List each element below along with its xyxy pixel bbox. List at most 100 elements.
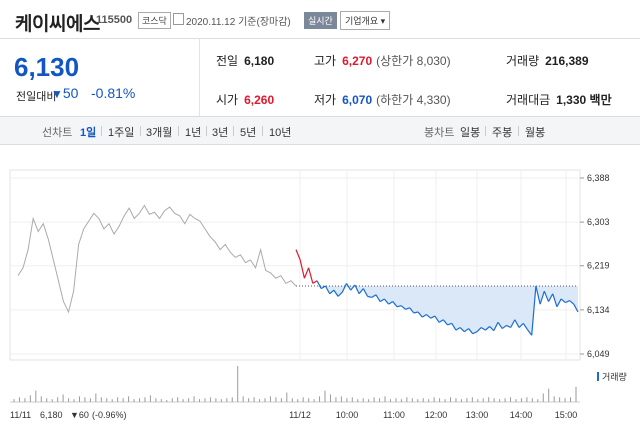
today-line-segment bbox=[383, 298, 390, 305]
today-line-segment bbox=[459, 327, 465, 333]
today-line-segment bbox=[316, 280, 322, 289]
line-chart-label: 선차트 bbox=[42, 127, 73, 139]
chart-tabs: 선차트 1일 1주일 3개월 1년 3년 5년 10년 봉차트 일봉 주봉 월봉 bbox=[0, 117, 640, 145]
price-summary: 6,130 전일대비 ▼50 -0.81% 전일 6,180 고가 6,270 (상한… bbox=[0, 38, 640, 117]
today-line-segment bbox=[333, 289, 339, 297]
today-line-segment bbox=[303, 267, 310, 279]
y-tick-label: 6,303 bbox=[587, 217, 610, 227]
down-triangle-icon: ▼ bbox=[51, 87, 63, 101]
today-line-segment bbox=[375, 294, 381, 302]
change-value: ▼50 bbox=[51, 85, 79, 101]
today-line-segment bbox=[405, 307, 410, 310]
y-tick-label: 6,049 bbox=[587, 349, 610, 359]
y-tick-label: 6,388 bbox=[587, 173, 610, 183]
company-overview-button[interactable]: 기업개요 ▾ bbox=[340, 11, 391, 30]
today-line-segment bbox=[531, 285, 537, 336]
today-line-segment bbox=[548, 293, 554, 302]
today-line-segment bbox=[518, 322, 524, 328]
today-line-segment bbox=[421, 314, 427, 318]
footer-percent: (-0.96%) bbox=[92, 410, 127, 420]
tab-1w[interactable]: 1주일 bbox=[108, 127, 135, 139]
low-cell: 저가 6,070 (하한가 4,330) bbox=[314, 93, 451, 107]
stock-code: 115500 bbox=[96, 14, 133, 26]
tab-10y[interactable]: 10년 bbox=[269, 127, 292, 139]
prev-close-cell: 전일 6,180 bbox=[216, 54, 275, 68]
today-line-segment bbox=[468, 328, 474, 335]
today-line-segment bbox=[527, 329, 533, 336]
today-line-segment bbox=[320, 285, 326, 290]
plot-area bbox=[9, 169, 581, 361]
today-line-segment bbox=[312, 280, 318, 284]
today-line-segment bbox=[354, 284, 360, 295]
today-line-segment bbox=[464, 328, 469, 333]
amount-cell: 거래대금 1,330 백만 bbox=[506, 93, 612, 107]
tab-3m[interactable]: 3개월 bbox=[146, 127, 173, 139]
today-line-segment bbox=[480, 327, 486, 331]
today-line-segment bbox=[573, 303, 579, 313]
today-line-segment bbox=[493, 322, 499, 331]
x-tick-label: 14:00 bbox=[510, 410, 533, 420]
today-line-segment bbox=[506, 324, 511, 329]
today-line-segment bbox=[447, 322, 452, 326]
today-line-segment bbox=[362, 288, 369, 297]
realtime-button[interactable]: 실시간 bbox=[304, 12, 337, 29]
intraday-chart: 6,388 6,303 6,219 6,134 6,049 거래량 11/12 10:00 11… bbox=[9, 169, 627, 420]
change-label: 전일대비 bbox=[16, 91, 57, 103]
tab-daily[interactable]: 일봉 bbox=[460, 127, 481, 139]
volume-cell: 거래량 216,389 bbox=[506, 54, 589, 68]
today-line-segment bbox=[501, 324, 507, 330]
stock-header: 케이씨에스 115500 코스닥 2020.11.12 기준(장마감) 실시간 … bbox=[0, 0, 640, 39]
tab-weekly[interactable]: 주봉 bbox=[492, 127, 513, 139]
tab-monthly[interactable]: 월봉 bbox=[525, 127, 546, 139]
today-line-segment bbox=[514, 319, 520, 328]
today-line-segment bbox=[472, 331, 478, 335]
today-line-segment bbox=[485, 326, 491, 331]
today-line-segment bbox=[417, 311, 423, 318]
market-badge: 코스닥 bbox=[138, 12, 171, 29]
base-date: 2020.11.12 기준(장마감) bbox=[186, 17, 291, 28]
x-tick-label: 13:00 bbox=[466, 410, 489, 420]
candle-chart-label: 봉차트 bbox=[424, 127, 455, 139]
today-line-segment bbox=[392, 301, 398, 308]
volume-legend-label: 거래량 bbox=[602, 371, 627, 382]
today-line-segment bbox=[379, 298, 385, 303]
divider bbox=[199, 38, 200, 116]
today-line-segment bbox=[345, 283, 352, 291]
y-tick-label: 6,219 bbox=[587, 261, 610, 271]
today-line-segment bbox=[565, 299, 570, 304]
today-line-segment bbox=[329, 289, 335, 295]
today-line-segment bbox=[543, 290, 550, 302]
today-line-segment bbox=[371, 294, 377, 298]
today-line-segment bbox=[442, 319, 448, 326]
x-tick-label: 10:00 bbox=[336, 410, 359, 420]
today-line-segment bbox=[556, 298, 562, 308]
current-price: 6,130 bbox=[14, 52, 80, 82]
tab-1d[interactable]: 1일 bbox=[80, 127, 97, 139]
today-line-segment bbox=[400, 305, 406, 310]
x-tick-label: 15:00 bbox=[555, 410, 578, 420]
tab-1y[interactable]: 1년 bbox=[185, 127, 202, 139]
today-line-segment bbox=[295, 249, 301, 261]
change-percent: -0.81% bbox=[91, 85, 136, 101]
footer-date: 11/11 bbox=[10, 410, 31, 420]
today-line-segment bbox=[535, 285, 541, 305]
document-icon bbox=[173, 13, 184, 25]
today-line-segment bbox=[522, 323, 528, 330]
today-line-segment bbox=[451, 323, 457, 331]
today-line-segment bbox=[569, 300, 575, 305]
today-line-segment bbox=[388, 301, 394, 305]
today-line-segment bbox=[476, 327, 482, 333]
y-tick-label: 6,134 bbox=[587, 305, 610, 315]
footer-price: 6,180 bbox=[40, 410, 63, 420]
x-tick-label: 11:00 bbox=[383, 410, 405, 420]
today-line-segment bbox=[560, 298, 566, 304]
today-line-segment bbox=[358, 288, 364, 295]
today-line-segment bbox=[510, 319, 516, 328]
tab-5y[interactable]: 5년 bbox=[240, 127, 257, 139]
today-line-segment bbox=[438, 319, 444, 323]
today-line-segment bbox=[552, 293, 558, 307]
tab-3y[interactable]: 3년 bbox=[212, 127, 229, 139]
today-line-segment bbox=[409, 307, 415, 314]
open-cell: 시가 6,260 bbox=[216, 93, 275, 107]
today-line-segment bbox=[396, 305, 402, 308]
